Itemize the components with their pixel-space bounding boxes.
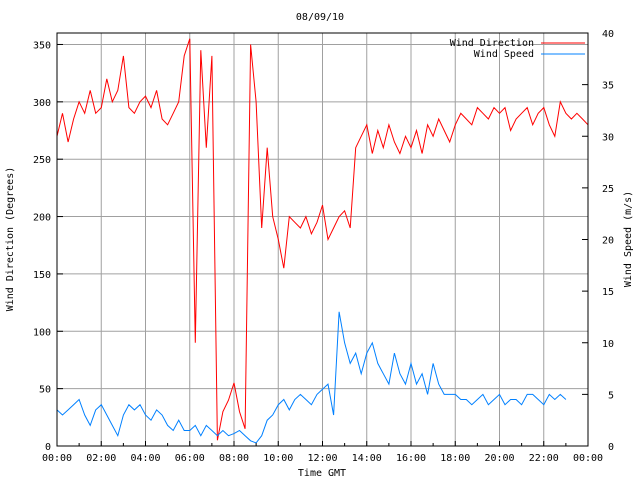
- x-tick-label: 08:00: [219, 453, 249, 464]
- y-tick-label: 250: [33, 155, 51, 166]
- x-tick-label: 20:00: [484, 453, 514, 464]
- y-tick-label: 300: [33, 98, 51, 109]
- y2-tick-label: 40: [602, 29, 614, 40]
- y-tick-label: 200: [33, 213, 51, 224]
- x-tick-label: 18:00: [440, 453, 470, 464]
- series-line-wind-direction: [56, 38, 589, 441]
- y2-tick-label: 0: [608, 442, 614, 453]
- x-tick-label: 22:00: [529, 453, 559, 464]
- x-tick-label: 16:00: [396, 453, 426, 464]
- ticks: 00:00 02:00 04:00 06:00 08:00 10:00 12:00 14:00…: [33, 29, 614, 464]
- x-tick-label: 00:00: [573, 453, 603, 464]
- y-tick-label: 100: [33, 327, 51, 338]
- y-tick-label: 0: [45, 442, 51, 453]
- y2-tick-label: 25: [602, 184, 614, 195]
- y-tick-label: 350: [33, 40, 51, 51]
- x-axis-label: Time GMT: [298, 468, 346, 479]
- grid: [57, 33, 588, 446]
- y2-tick-label: 35: [602, 81, 614, 92]
- legend-label-wind-speed: Wind Speed: [474, 49, 534, 60]
- x-tick-label: 10:00: [263, 453, 293, 464]
- y2-tick-label: 5: [608, 390, 614, 401]
- legend: Wind Direction Wind Speed: [450, 38, 585, 60]
- x-tick-label: 00:00: [42, 453, 72, 464]
- y2-tick-label: 30: [602, 132, 614, 143]
- y-tick-label: 150: [33, 270, 51, 281]
- x-tick-label: 02:00: [86, 453, 116, 464]
- chart-title: 08/09/10: [296, 12, 344, 23]
- y2-tick-label: 20: [602, 236, 614, 247]
- y-axis-label: Wind Direction (Degrees): [5, 167, 16, 312]
- series-group: [56, 38, 589, 444]
- x-tick-label: 12:00: [307, 453, 337, 464]
- y2-tick-label: 10: [602, 339, 614, 350]
- x-tick-label: 04:00: [130, 453, 160, 464]
- series-line-wind-speed: [56, 311, 567, 444]
- y2-axis-label: Wind Speed (m/s): [623, 191, 634, 287]
- x-tick-label: 06:00: [175, 453, 205, 464]
- x-tick-label: 14:00: [352, 453, 382, 464]
- legend-label-wind-direction: Wind Direction: [450, 38, 534, 49]
- y2-tick-label: 15: [602, 287, 614, 298]
- y-tick-label: 50: [39, 385, 51, 396]
